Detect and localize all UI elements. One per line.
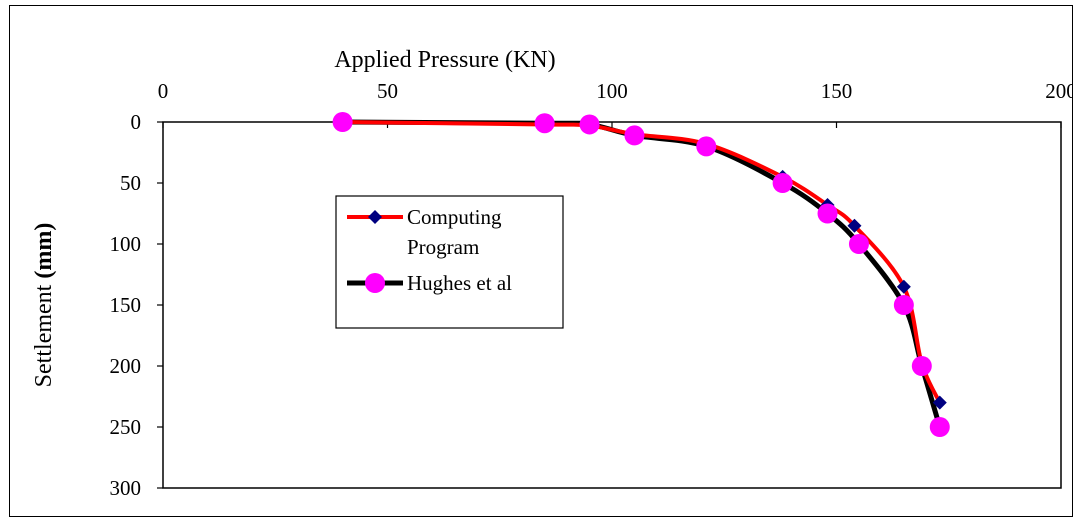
series-point-hughes [817,203,838,224]
series-point-hughes [696,136,717,157]
legend-label-hughes: Hughes et al [407,271,512,295]
series-point-hughes [848,234,869,254]
y-tick-label: 50 [120,171,141,195]
series-point-computing-program [847,218,862,233]
series-point-hughes [624,125,645,146]
legend-label-computing-program-1: Computing [407,205,502,229]
series-point-hughes [929,417,950,437]
series-point-hughes [332,112,353,132]
y-axis-title-normal: Settlement [31,279,57,388]
x-tick-label: 0 [158,79,169,103]
chart-svg: 0 50 100 150 200 0 50 100 150 200 250 300 Applied … [9,5,1077,517]
y-tick-label: 100 [110,232,142,256]
y-tick-label: 200 [110,354,142,378]
legend-marker-computing-program [368,210,382,224]
y-tick-label: 150 [110,293,142,317]
series-point-computing-program [896,279,911,294]
plot-area [157,112,1062,489]
chart-frame: 0 50 100 150 200 0 50 100 150 200 250 300 Applied … [9,5,1077,517]
series-point-computing-program [932,395,947,410]
series-point-hughes [911,356,932,376]
legend: Computing Program Hughes et al [335,195,564,329]
series-point-hughes [772,173,793,193]
x-tick-label: 200 [1045,79,1073,103]
legend-marker-hughes [365,273,385,293]
series-point-hughes [534,113,555,134]
series-point-hughes [893,295,914,315]
y-tick-label: 300 [110,476,142,500]
x-tick-label: 100 [596,79,628,103]
y-axis-title: Settlement (mm) [31,223,57,388]
x-tick-labels: 0 50 100 150 200 [158,79,1077,103]
x-axis-title: Applied Pressure (KN) [334,47,555,73]
legend-label-computing-program-2: Program [407,235,479,259]
x-tick-label: 50 [377,79,398,103]
series-point-hughes [579,114,600,135]
x-tick-label: 150 [821,79,853,103]
y-tick-labels: 0 50 100 150 200 250 300 [110,110,142,500]
y-tick-label: 250 [110,415,142,439]
y-axis-title-bold: (mm) [31,223,57,279]
y-tick-label: 0 [131,110,142,134]
